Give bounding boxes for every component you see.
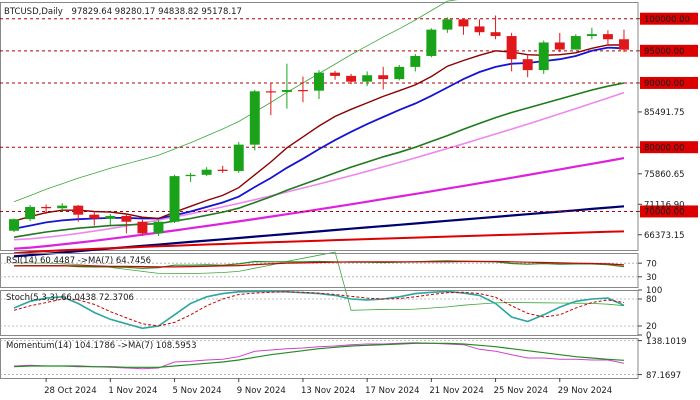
candle-body	[297, 90, 308, 92]
candle-body	[73, 205, 84, 215]
candle-body	[522, 59, 533, 71]
ma-dark_red-line	[13, 44, 624, 222]
candle-body	[538, 42, 549, 71]
y-tick-label: 75860.65	[644, 170, 685, 180]
price-level-box	[640, 141, 698, 154]
candle-body	[89, 214, 100, 219]
x-tick-label: 1 Nov 2024	[108, 386, 157, 396]
candle-body	[378, 75, 389, 80]
candle-body	[442, 19, 453, 30]
price-level-box	[640, 12, 698, 25]
x-tick-label: 9 Nov 2024	[237, 386, 286, 396]
candle-body	[25, 206, 36, 220]
rsi-title: RSI(14) 60.4487 ->MA(7) 64.7456	[6, 256, 151, 266]
price-panel-frame	[0, 2, 639, 251]
ma-green-line	[13, 82, 625, 238]
symbol-label: BTCUSD,Daily	[4, 7, 63, 17]
stoch-tick-label: 20	[646, 322, 657, 332]
x-tick-label: 25 Nov 2024	[494, 386, 548, 396]
rsi-panel: 70 30 RSI(14) 60.4487 ->MA(7) 64.7456	[0, 253, 657, 288]
x-tick-label: 28 Oct 2024	[44, 386, 97, 396]
candle-body	[233, 144, 244, 171]
rsi-tick-label: 30	[646, 273, 657, 283]
y-tick-label: 85491.75	[644, 108, 685, 118]
ma-red-line	[13, 230, 625, 255]
candle-body	[554, 42, 565, 50]
rsi-main-line	[13, 260, 625, 269]
ma-pink-line	[13, 91, 625, 241]
candle-body	[314, 72, 324, 91]
rsi-signal-line	[14, 260, 625, 268]
chart-header: BTCUSD,Daily 97829.64 98280.17 94838.82 …	[4, 7, 242, 17]
candle-body	[9, 219, 20, 231]
price-level-box	[640, 44, 698, 57]
momentum-tick-label: 138.1019	[646, 337, 687, 347]
candle-body	[201, 169, 212, 175]
candle-body	[362, 75, 373, 82]
stoch-tick-label: 100	[646, 286, 662, 296]
candle-body	[185, 174, 196, 177]
candle-body	[249, 91, 260, 145]
ma-blue-line	[13, 46, 625, 230]
candle-body	[474, 26, 485, 33]
candle-body	[618, 39, 629, 50]
candle-body	[586, 34, 597, 37]
candle-body	[57, 205, 68, 209]
candle-body	[41, 206, 52, 209]
y-tick-label: 95000.00	[644, 47, 685, 57]
momentum-signal-line	[13, 342, 625, 368]
rsi-tick-label: 70	[646, 259, 657, 269]
y-tick-label: 66373.15	[644, 231, 685, 241]
candle-body	[506, 36, 517, 60]
x-tick-label: 29 Nov 2024	[558, 386, 612, 396]
band-lower-line	[13, 251, 625, 311]
x-tick-label: 5 Nov 2024	[173, 386, 222, 396]
candle-body	[458, 19, 469, 27]
stoch-frame	[0, 290, 639, 336]
price-level-box	[640, 205, 698, 218]
ma-magenta-line	[13, 157, 625, 250]
price-level-box	[640, 76, 698, 89]
candle-body	[330, 72, 341, 76]
momentum-tick-label: 87.1697	[646, 371, 681, 381]
candle-body	[281, 90, 292, 92]
momentum-main-line	[13, 342, 625, 370]
candle-body	[410, 55, 421, 67]
candle-body	[602, 34, 613, 40]
candle-body	[490, 32, 501, 37]
momentum-title: Momentum(14) 104.1786 ->MA(7) 108.5953	[6, 341, 196, 351]
x-axis: 28 Oct 2024 1 Nov 2024 5 Nov 2024 9 Nov 202…	[44, 378, 612, 396]
y-tick-label: 71116.90	[644, 200, 685, 210]
candle-body	[265, 91, 276, 93]
y-tick-label: 70000.00	[644, 208, 685, 218]
stoch-tick-label: 80	[646, 295, 657, 305]
stoch-title: Stoch(5,3,3) 66.0438 72.3706	[6, 293, 134, 303]
candle-body	[169, 176, 180, 222]
candle-body	[394, 66, 405, 80]
candle-body	[153, 221, 164, 234]
candle-body	[346, 75, 357, 82]
stoch-signal-line	[13, 291, 625, 327]
y-tick-label: 100000.00	[644, 15, 690, 25]
candle-body	[217, 169, 228, 171]
y-tick-label: 90000.00	[644, 79, 685, 89]
momentum-panel: 138.1019 87.1697 Momentum(14) 104.1786 ->M…	[0, 337, 687, 381]
y-tick-label: 80000.00	[644, 143, 685, 153]
x-tick-label: 13 Nov 2024	[301, 386, 355, 396]
ohlc-values: 97829.64 98280.17 94838.82 95178.17	[72, 7, 242, 17]
momentum-frame	[0, 338, 639, 379]
candle-body	[137, 221, 148, 234]
x-tick-label: 21 Nov 2024	[429, 386, 483, 396]
x-tick-label: 17 Nov 2024	[365, 386, 419, 396]
rsi-frame	[0, 253, 639, 288]
candle-body	[121, 215, 132, 222]
candle-body	[426, 29, 437, 56]
candle-body	[570, 36, 581, 50]
candle-body	[105, 215, 116, 219]
stoch-tick-label: 0	[646, 331, 651, 341]
